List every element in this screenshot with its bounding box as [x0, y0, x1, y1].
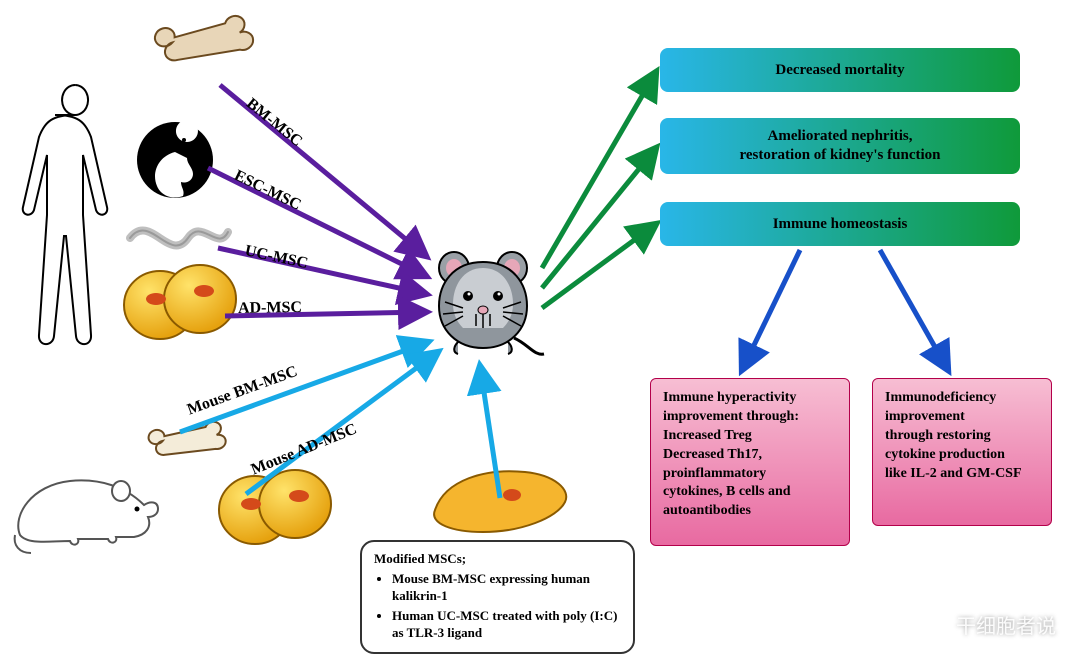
human-source-arrows: [208, 85, 426, 316]
box-hyperactivity: Immune hyperactivity improvement through…: [650, 378, 850, 546]
watermark: 干细胞者说: [926, 610, 1056, 639]
modified-title: Modified MSCs;: [374, 550, 621, 568]
outcome-nephritis: Ameliorated nephritis, restoration of ki…: [660, 118, 1020, 174]
outcome-homeostasis: Immune homeostasis: [660, 202, 1020, 246]
downstream-arrows: [742, 250, 948, 370]
immuno-line-1: improvement: [885, 408, 1039, 427]
outcome-arrows: [542, 72, 656, 308]
label-ad-msc: AD-MSC: [238, 299, 302, 318]
immuno-line-4: like IL-2 and GM-CSF: [885, 465, 1039, 484]
hyper-line-5: cytokines, B cells and: [663, 483, 837, 502]
hyper-line-2: Increased Treg: [663, 427, 837, 446]
immuno-line-0: Immunodeficiency: [885, 389, 1039, 408]
modified-item-1: Human UC-MSC treated with poly (I:C) as …: [392, 607, 621, 642]
adipose-icon: [124, 265, 236, 339]
immuno-line-3: cytokine production: [885, 446, 1039, 465]
immuno-line-2: through restoring: [885, 427, 1039, 446]
modified-cell-icon: [434, 471, 566, 532]
bone-icon: [152, 0, 256, 80]
box-immunodeficiency: Immunodeficiency improvement through res…: [872, 378, 1052, 526]
white-mouse-icon: [15, 480, 158, 553]
umbilical-cord-icon: [130, 230, 228, 245]
fetus-icon: [137, 120, 213, 198]
wechat-icon: [926, 615, 948, 635]
human-body-icon: [23, 85, 108, 344]
outcome-mortality-text: Decreased mortality: [775, 61, 904, 80]
watermark-text: 干细胞者说: [956, 610, 1056, 639]
mouse-source-arrows: [180, 342, 500, 498]
hyper-line-3: Decreased Th17,: [663, 446, 837, 465]
hyper-line-1: improvement through:: [663, 408, 837, 427]
outcome-homeostasis-text: Immune homeostasis: [773, 215, 908, 234]
outcome-nephritis-text: Ameliorated nephritis, restoration of ki…: [740, 127, 941, 165]
outcome-mortality: Decreased mortality: [660, 48, 1020, 92]
mouse-center-icon: [439, 252, 544, 354]
hyper-line-4: proinflammatory: [663, 465, 837, 484]
modified-item-0: Mouse BM-MSC expressing human kalikrin-1: [392, 570, 621, 605]
hyper-line-0: Immune hyperactivity: [663, 389, 837, 408]
adipose-icon-2: [219, 470, 331, 544]
hyper-line-6: autoantibodies: [663, 502, 837, 521]
modified-mscs-box: Modified MSCs; Mouse BM-MSC expressing h…: [360, 540, 635, 654]
